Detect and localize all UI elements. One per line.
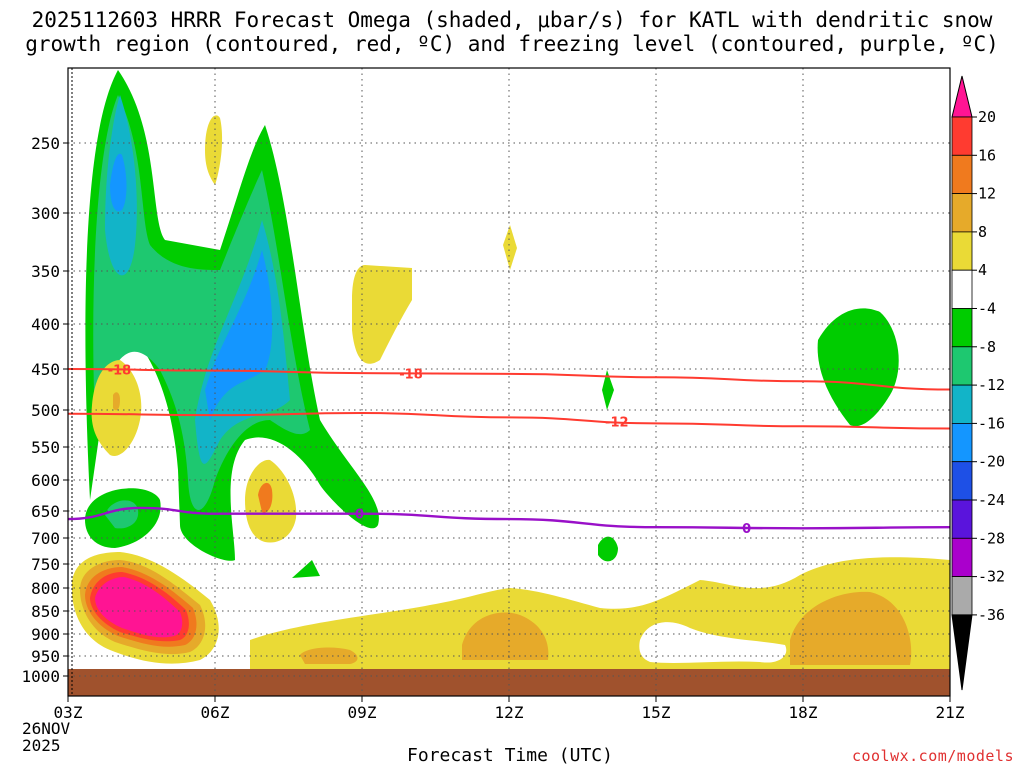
contour-minus18-line: [68, 368, 950, 391]
y-tick-label: 750: [31, 555, 60, 574]
contour-lines: [68, 368, 950, 530]
y-tick-label: 850: [31, 602, 60, 621]
colorbar-top-triangle: [951, 75, 973, 118]
colorbar-segment: [951, 269, 973, 309]
y-tick-label: 450: [31, 360, 60, 379]
y-tick-label: 700: [31, 529, 60, 548]
colorbar-segment: [951, 154, 973, 195]
freezing-level-line: [68, 506, 950, 530]
colorbar-segment: [951, 576, 973, 616]
freezing-level-label-a: 0: [355, 508, 364, 523]
ascent-core: [110, 153, 273, 420]
title-line-1: 2025112603 HRRR Forecast Omega (shaded, …: [31, 8, 993, 32]
grid-lines: [67, 68, 951, 696]
y-tick-label: 800: [31, 579, 60, 598]
date-day: 26NOV: [22, 719, 71, 738]
source-credit: coolwx.com/models: [851, 747, 1014, 765]
subsidence-09z: [352, 265, 412, 364]
date-label: 26NOV 2025: [22, 720, 70, 754]
colorbar-segment: [951, 346, 973, 386]
colorbar-segment: [951, 193, 973, 233]
colorbar-segment: [951, 384, 973, 424]
y-tick-label: 500: [31, 401, 60, 420]
freezing-level-label-b: 0: [742, 522, 751, 537]
y-axis: 250 300 350 400 450 500 550 600 650 700 750 800 850 9…: [21, 134, 68, 686]
colorbar-bottom-triangle: [951, 614, 973, 691]
colorbar-tick-label: -36: [978, 606, 1005, 624]
omega-shading: [68, 70, 950, 696]
x-tick-label: 03Z: [54, 703, 83, 722]
colorbar-segment: [951, 231, 973, 271]
x-axis: 03Z 06Z 09Z 12Z 15Z 18Z 21Z: [54, 696, 965, 722]
colorbar-segment: [951, 116, 973, 156]
colorbar-tick-label: -20: [978, 453, 1005, 471]
contour-minus18-label-b: -18: [399, 367, 423, 382]
colorbar-segment: [951, 461, 973, 501]
colorbar-segment: [951, 537, 973, 577]
colorbar-segment: [951, 422, 973, 463]
date-year: 2025: [22, 736, 61, 755]
colorbar-segment: [951, 499, 973, 539]
colorbar-tick-label: 4: [978, 261, 987, 279]
subsidence-450-core: [113, 392, 120, 411]
colorbar-tick-label: -24: [978, 491, 1005, 509]
x-tick-label: 21Z: [936, 703, 965, 722]
colorbar-tick-label: 8: [978, 223, 987, 241]
colorbar-tick-label: -12: [978, 376, 1005, 394]
y-tick-label: 950: [31, 647, 60, 666]
descent-18z: [817, 308, 899, 427]
y-tick-label: 350: [31, 262, 60, 281]
y-tick-label: 300: [31, 204, 60, 223]
contour-labels: -18 -18 -12 0 0: [108, 364, 751, 537]
colorbar-tick-label: -16: [978, 414, 1005, 432]
title-line-2: growth region (contoured, red, ºC) and f…: [25, 32, 999, 56]
y-tick-label: 400: [31, 315, 60, 334]
colorbar-tick-label: -4: [978, 300, 996, 318]
subsidence-small-330: [503, 225, 517, 270]
subsidence-600-core: [258, 482, 273, 513]
x-tick-label: 15Z: [642, 703, 671, 722]
x-tick-label: 06Z: [201, 703, 230, 722]
subsidence-max-core: [95, 577, 183, 638]
x-tick-label: 09Z: [348, 703, 377, 722]
colorbar: 20 16 12 8 4 -4 -8 -12 -16 -20 -24 -28 -32 -36: [951, 75, 1005, 691]
subsidence-small-250: [205, 115, 223, 185]
colorbar-tick-label: -28: [978, 529, 1005, 547]
colorbar-tick-label: 12: [978, 185, 996, 203]
y-tick-label: 600: [31, 471, 60, 490]
bl-white-gap: [639, 622, 787, 663]
colorbar-tick-label: -32: [978, 568, 1005, 586]
y-tick-label: 1000: [21, 667, 60, 686]
colorbar-tick-label: 20: [978, 108, 996, 126]
colorbar-tick-label: 16: [978, 146, 996, 164]
chart-title: 2025112603 HRRR Forecast Omega (shaded, …: [0, 8, 1024, 56]
ascent-small-700: [292, 560, 320, 578]
bl-subsidence: [250, 557, 950, 670]
colorbar-segment: [951, 308, 973, 348]
colorbar-tick-label: -8: [978, 338, 996, 356]
bl-subsidence-core: [300, 591, 912, 665]
y-tick-label: 650: [31, 502, 60, 521]
y-tick-label: 550: [31, 438, 60, 457]
x-tick-label: 12Z: [495, 703, 524, 722]
y-tick-label: 250: [31, 134, 60, 153]
y-tick-label: 900: [31, 625, 60, 644]
ascent-small-14z: [598, 370, 618, 562]
contour-minus12-label: -12: [605, 416, 629, 431]
contour-minus18-label-a: -18: [108, 364, 132, 379]
x-axis-label: Forecast Time (UTC): [407, 745, 613, 766]
x-tick-label: 18Z: [789, 703, 818, 722]
contour-minus12-line: [68, 411, 950, 430]
